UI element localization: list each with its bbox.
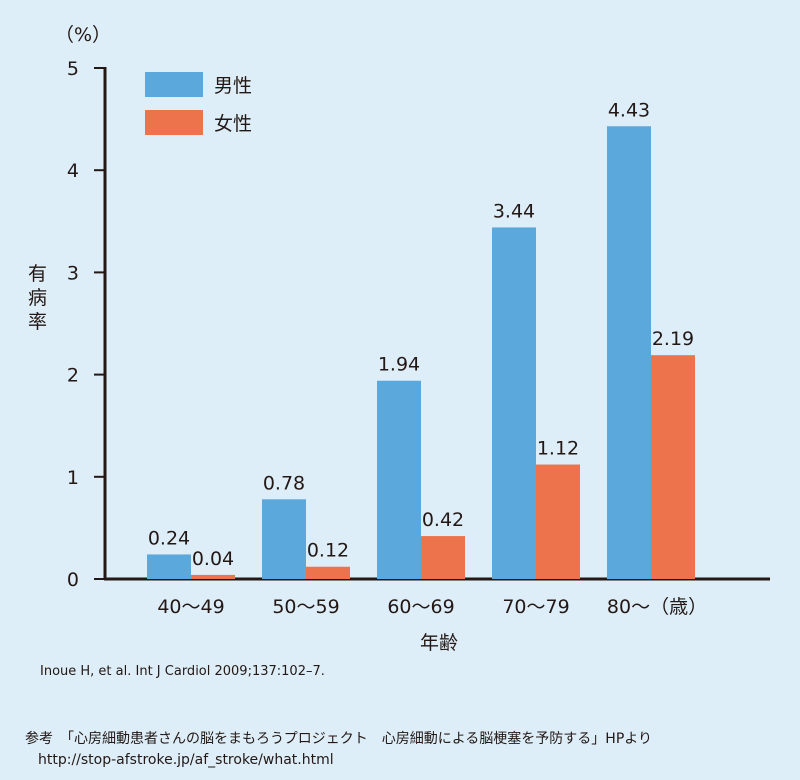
bar-male [147, 554, 191, 579]
bar-female [191, 574, 235, 579]
y-axis-unit: （%） [55, 24, 112, 46]
reference-url: http://stop-afstroke.jp/af_stroke/what.h… [38, 752, 334, 768]
data-label: 2.19 [652, 328, 694, 350]
citation: Inoue H, et al. Int J Cardiol 2009;137:1… [40, 664, 325, 679]
y-tick-label: 5 [67, 58, 79, 80]
y-tick-label: 0 [67, 569, 79, 591]
x-tick-label: 70〜79 [502, 596, 569, 618]
data-label: 4.43 [608, 99, 650, 121]
legend-label: 男性 [214, 75, 252, 97]
data-label: 0.12 [307, 540, 349, 562]
x-tick-label: 60〜69 [387, 596, 454, 618]
x-tick-label: 40〜49 [157, 596, 224, 618]
x-tick-label: 50〜59 [272, 596, 339, 618]
bar-male [492, 227, 536, 579]
y-tick-label: 2 [67, 365, 79, 387]
legend-swatch [145, 110, 203, 135]
bar-male [262, 499, 306, 579]
data-label: 1.12 [537, 438, 579, 460]
y-tick-label: 4 [67, 160, 79, 182]
bar-chart: 0 1 2 3 4 5 0.240.04 40〜49 0.78 0.12 50〜59 1.94 0.42… [67, 58, 770, 618]
data-label: 0.24 [148, 527, 190, 549]
x-axis-label: 年齢 [420, 632, 459, 654]
reference-note: 参考 「心房細動患者さんの脳をまもろうプロジェクト 心房細動による脳梗塞を予防す… [25, 731, 652, 747]
data-label: 0.42 [422, 509, 464, 531]
y-axis-label: 有病率 [28, 263, 48, 333]
y-tick-label: 3 [67, 262, 79, 284]
bar-female [536, 464, 580, 579]
bar-female [306, 566, 350, 579]
legend-swatch [145, 72, 203, 97]
x-tick-label: 80〜（歳） [607, 596, 707, 618]
data-label: 3.44 [493, 200, 535, 222]
data-label: 1.94 [378, 354, 420, 376]
bar-male [377, 380, 421, 579]
legend-label: 女性 [214, 113, 252, 135]
bar-female [421, 536, 465, 579]
data-label: 0.04 [192, 548, 234, 570]
bar-female [651, 355, 695, 579]
y-tick-label: 1 [67, 467, 79, 489]
bar-male [607, 126, 651, 579]
data-label: 0.78 [263, 472, 305, 494]
